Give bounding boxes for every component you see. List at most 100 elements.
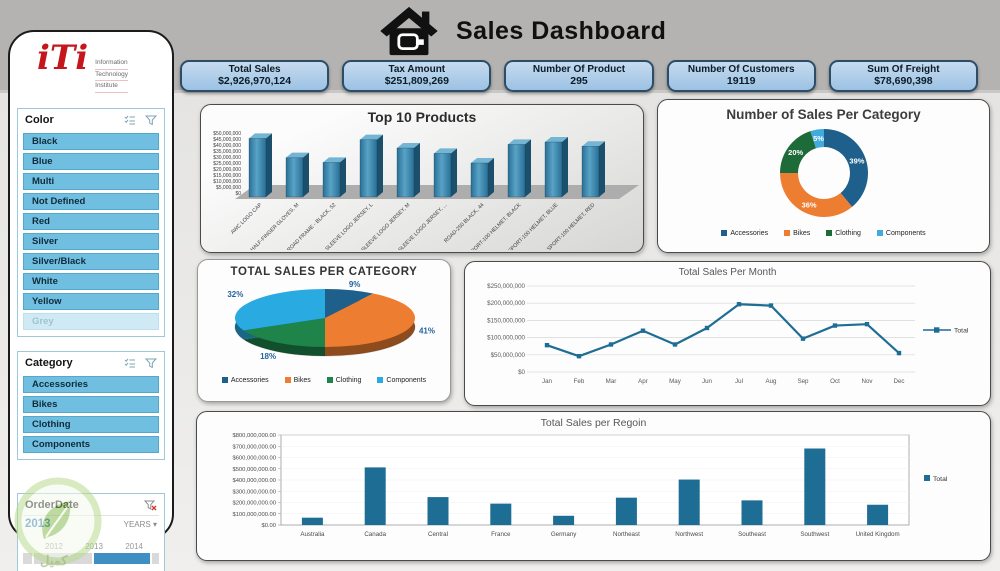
svg-text:$100,000,000.00: $100,000,000.00 bbox=[232, 512, 276, 518]
svg-text:Germany: Germany bbox=[551, 531, 577, 538]
page-title: Sales Dashboard bbox=[456, 16, 667, 45]
svg-text:Oct: Oct bbox=[830, 378, 840, 385]
multi-select-icon[interactable] bbox=[124, 358, 136, 368]
pie-legend: Accessories Bikes Clothing Components bbox=[198, 377, 450, 384]
color-slicer: Color Black Blue Multi Not Defined Red Silver… bbox=[17, 108, 165, 337]
color-slicer-title: Color bbox=[25, 114, 54, 126]
svg-text:$0: $0 bbox=[235, 191, 241, 197]
svg-text:Canada: Canada bbox=[364, 531, 386, 538]
multi-select-icon[interactable] bbox=[124, 115, 136, 125]
svg-text:$700,000,000.00: $700,000,000.00 bbox=[232, 444, 276, 450]
svg-text:41%: 41% bbox=[419, 327, 435, 336]
color-option-red[interactable]: Red bbox=[23, 213, 159, 230]
timeline-segment-2013-selected[interactable] bbox=[94, 553, 150, 564]
top10-products-title: Top 10 Products bbox=[367, 109, 477, 125]
svg-text:$200,000,000: $200,000,000 bbox=[487, 300, 525, 307]
color-option-grey[interactable]: Grey bbox=[23, 313, 159, 330]
category-option-accessories[interactable]: Accessories bbox=[23, 376, 159, 393]
svg-text:$250,000,000: $250,000,000 bbox=[487, 283, 525, 290]
color-option-white[interactable]: White bbox=[23, 273, 159, 290]
kpi-label: Sum Of Freight bbox=[867, 64, 940, 75]
filter-icon[interactable] bbox=[145, 358, 157, 368]
svg-text:$100,000,000: $100,000,000 bbox=[487, 335, 525, 342]
category-slicer-items: Accessories Bikes Clothing Components bbox=[23, 376, 159, 453]
svg-text:9%: 9% bbox=[349, 280, 361, 289]
svg-text:$5,000,000: $5,000,000 bbox=[216, 185, 241, 191]
legend-item: Clothing bbox=[326, 377, 361, 384]
svg-text:5%: 5% bbox=[813, 134, 824, 143]
svg-text:20%: 20% bbox=[788, 148, 803, 157]
color-option-black[interactable]: Black bbox=[23, 133, 159, 150]
top10-products-panel: Top 10 Products $50,000,000 $45,000,000 $4… bbox=[200, 104, 644, 253]
home-icon bbox=[380, 6, 438, 56]
top10-products-chart[interactable]: $50,000,000 $45,000,000 $40,000,000 $35,000… bbox=[201, 125, 643, 252]
total-sales-per-region-panel: Total Sales per Regoin $0.00 $100,000,000… bbox=[196, 411, 991, 561]
svg-text:LONG-SLEEVE LOGO JERSEY, ...: LONG-SLEEVE LOGO JERSEY, ... bbox=[386, 202, 449, 250]
total-sales-per-category-pie-chart[interactable]: 9% 41% 18% 32% bbox=[198, 278, 450, 376]
iti-logo-text: Information Technology Institute bbox=[95, 58, 129, 93]
color-option-silver[interactable]: Silver bbox=[23, 233, 159, 250]
svg-text:$400,000,000.00: $400,000,000.00 bbox=[232, 478, 276, 484]
filter-sidebar: iTi Information Technology Institute Col… bbox=[8, 30, 174, 571]
svg-text:Australia: Australia bbox=[300, 531, 325, 538]
svg-text:$30,000,000: $30,000,000 bbox=[213, 155, 241, 161]
svg-text:May: May bbox=[669, 378, 682, 385]
category-slicer-title: Category bbox=[25, 357, 73, 369]
svg-text:$150,000,000: $150,000,000 bbox=[487, 317, 525, 324]
color-option-blue[interactable]: Blue bbox=[23, 153, 159, 170]
kpi-value: $251,809,269 bbox=[384, 75, 449, 87]
kpi-label: Number Of Customers bbox=[687, 64, 795, 75]
svg-text:$0: $0 bbox=[518, 369, 525, 376]
clear-filter-icon[interactable] bbox=[144, 500, 157, 511]
filter-icon[interactable] bbox=[145, 115, 157, 125]
kpi-card: Number Of Customers 19119 bbox=[666, 60, 816, 92]
svg-text:Mar: Mar bbox=[606, 378, 617, 385]
svg-text:Nov: Nov bbox=[861, 378, 873, 385]
chevron-down-icon: ▾ bbox=[152, 519, 157, 529]
iti-logo: iTi Information Technology Institute bbox=[17, 41, 165, 100]
svg-text:AWC LOGO CAP: AWC LOGO CAP bbox=[230, 202, 264, 236]
color-option-silver-black[interactable]: Silver/Black bbox=[23, 253, 159, 270]
timeline-segment-2014[interactable] bbox=[152, 553, 159, 564]
svg-text:$600,000,000.00: $600,000,000.00 bbox=[232, 456, 276, 462]
svg-text:$500,000,000.00: $500,000,000.00 bbox=[232, 467, 276, 473]
svg-text:$35,000,000: $35,000,000 bbox=[213, 149, 241, 155]
svg-text:$200,000,000.00: $200,000,000.00 bbox=[232, 501, 276, 507]
svg-text:ROAD-250 BLACK, 44: ROAD-250 BLACK, 44 bbox=[443, 202, 485, 244]
total-sales-per-month-chart[interactable]: $0 $50,000,000 $100,000,000 $150,000,000 $20… bbox=[465, 278, 990, 402]
sales-per-category-donut-panel: Number of Sales Per Category 39% 36% 20% 5%… bbox=[657, 99, 990, 253]
total-sales-per-region-chart[interactable]: $0.00 $100,000,000.00 $200,000,000.00 $300,… bbox=[197, 429, 990, 558]
kpi-label: Number Of Product bbox=[532, 64, 626, 75]
kpi-label: Tax Amount bbox=[388, 64, 446, 75]
svg-text:18%: 18% bbox=[260, 352, 276, 361]
legend-item: Bikes bbox=[784, 230, 810, 237]
category-option-components[interactable]: Components bbox=[23, 436, 159, 453]
svg-text:Northeast: Northeast bbox=[613, 531, 640, 538]
svg-text:United Kingdom: United Kingdom bbox=[856, 531, 900, 538]
svg-text:Central: Central bbox=[428, 531, 448, 538]
color-option-multi[interactable]: Multi bbox=[23, 173, 159, 190]
watermark-text: كميل bbox=[40, 553, 68, 568]
total-sales-per-region-title: Total Sales per Regoin bbox=[540, 417, 647, 429]
category-option-clothing[interactable]: Clothing bbox=[23, 416, 159, 433]
timeline-segment[interactable] bbox=[23, 553, 32, 564]
legend-item: Clothing bbox=[826, 230, 861, 237]
category-option-bikes[interactable]: Bikes bbox=[23, 396, 159, 413]
watermark-logo: كميل bbox=[4, 477, 116, 571]
svg-text:Aug: Aug bbox=[765, 378, 777, 385]
svg-text:Total: Total bbox=[933, 476, 948, 483]
sales-per-category-donut-chart[interactable]: 39% 36% 20% 5% bbox=[658, 122, 989, 229]
total-sales-per-category-pie-title: TOTAL SALES PER CATEGORY bbox=[230, 266, 418, 278]
svg-text:Southwest: Southwest bbox=[800, 531, 829, 538]
orderdate-granularity-dropdown[interactable]: YEARS ▾ bbox=[123, 519, 157, 529]
total-sales-per-category-pie-panel: TOTAL SALES PER CATEGORY 9% 41% 18% 32% Acc… bbox=[197, 259, 451, 402]
color-option-not-defined[interactable]: Not Defined bbox=[23, 193, 159, 210]
header-band-edge bbox=[0, 90, 1000, 93]
svg-text:$300,000,000.00: $300,000,000.00 bbox=[232, 489, 276, 495]
svg-text:Feb: Feb bbox=[574, 378, 585, 385]
svg-text:$10,000,000: $10,000,000 bbox=[213, 179, 241, 185]
kpi-value: $2,926,970,124 bbox=[218, 75, 292, 87]
svg-text:$0.00: $0.00 bbox=[261, 523, 276, 529]
color-option-yellow[interactable]: Yellow bbox=[23, 293, 159, 310]
